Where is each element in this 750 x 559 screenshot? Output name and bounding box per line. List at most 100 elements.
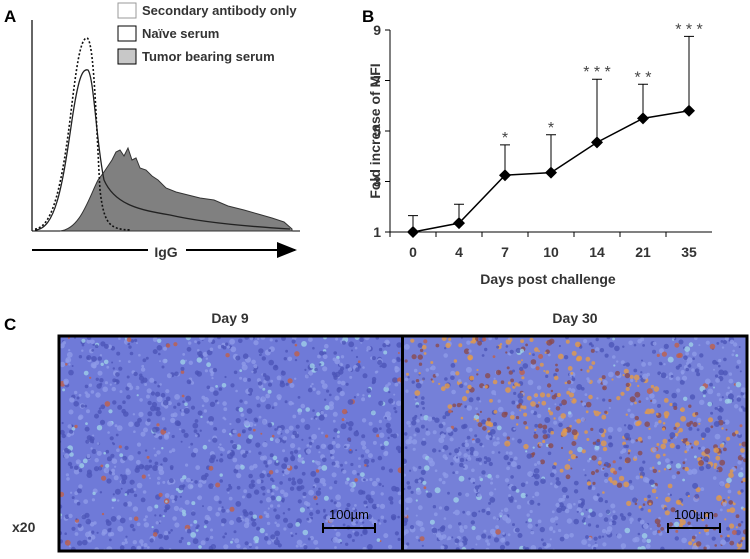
texture-dot <box>360 472 365 477</box>
texture-dot <box>617 427 622 432</box>
texture-dot <box>432 448 437 453</box>
texture-dot <box>66 477 70 481</box>
texture-dot <box>187 483 194 490</box>
texture-dot <box>141 546 144 550</box>
texture-dot <box>652 468 657 474</box>
texture-dot <box>160 463 163 466</box>
texture-dot <box>199 479 202 483</box>
texture-dot <box>641 538 647 543</box>
texture-dot <box>656 353 660 357</box>
y-tick-label: 1 <box>373 224 381 240</box>
texture-dot <box>361 397 366 402</box>
texture-dot <box>546 339 553 346</box>
texture-dot <box>636 420 642 426</box>
texture-dot <box>581 539 587 545</box>
texture-dot <box>703 546 707 550</box>
texture-dot <box>471 511 478 518</box>
texture-dot <box>68 513 73 519</box>
texture-dot <box>646 538 651 544</box>
texture-dot <box>520 405 524 409</box>
texture-dot <box>85 422 88 425</box>
texture-dot <box>584 430 588 434</box>
texture-dot <box>530 530 535 535</box>
texture-dot <box>377 519 380 522</box>
texture-dot <box>713 421 720 427</box>
texture-dot <box>328 404 334 411</box>
texture-dot <box>742 407 746 412</box>
texture-dot <box>270 477 274 481</box>
texture-dot <box>523 421 527 425</box>
texture-dot <box>246 493 252 499</box>
texture-dot <box>576 356 581 362</box>
texture-dot <box>140 380 144 384</box>
texture-dot <box>674 342 680 348</box>
texture-dot <box>516 504 522 510</box>
texture-dot <box>261 356 266 361</box>
texture-dot <box>667 483 673 489</box>
texture-dot <box>608 341 615 348</box>
texture-dot <box>190 381 195 385</box>
texture-dot <box>598 512 603 518</box>
texture-dot <box>94 547 100 550</box>
texture-dot <box>600 440 607 447</box>
texture-dot <box>726 508 731 513</box>
texture-dot <box>469 451 475 456</box>
panel-label: C <box>4 315 16 334</box>
texture-dot <box>696 372 701 377</box>
texture-dot <box>397 467 401 474</box>
texture-dot <box>376 434 380 438</box>
texture-dot <box>420 401 425 405</box>
texture-dot <box>598 497 604 503</box>
texture-dot <box>358 457 361 460</box>
texture-dot <box>114 465 117 468</box>
texture-dot <box>740 539 743 543</box>
texture-dot <box>729 507 736 513</box>
texture-dot <box>712 359 717 365</box>
texture-dot <box>731 530 737 535</box>
texture-dot <box>705 531 710 536</box>
texture-dot <box>419 348 424 353</box>
texture-dot <box>396 342 401 348</box>
texture-dot <box>142 358 147 363</box>
texture-dot <box>591 361 596 365</box>
texture-dot <box>438 437 445 444</box>
texture-dot <box>91 449 97 454</box>
texture-dot <box>607 426 614 433</box>
texture-dot <box>209 386 215 392</box>
texture-dot <box>593 410 596 413</box>
texture-dot <box>287 356 293 362</box>
texture-dot <box>91 498 95 502</box>
texture-dot <box>229 520 235 526</box>
texture-dot <box>722 502 727 507</box>
texture-dot <box>230 540 233 544</box>
texture-dot <box>676 471 680 475</box>
texture-dot <box>507 381 511 385</box>
texture-dot <box>157 476 161 480</box>
texture-dot <box>519 409 522 412</box>
texture-dot <box>163 434 170 440</box>
texture-dot <box>262 387 266 391</box>
texture-dot <box>529 509 533 514</box>
texture-dot <box>242 430 245 434</box>
texture-dot <box>253 340 259 346</box>
texture-dot <box>347 533 352 539</box>
texture-dot <box>510 414 515 420</box>
texture-dot <box>667 356 674 363</box>
texture-dot <box>301 438 304 441</box>
texture-dot <box>540 478 546 485</box>
texture-dot <box>309 385 313 388</box>
texture-dot <box>570 372 574 375</box>
texture-dot <box>510 475 514 479</box>
legend-swatch <box>117 25 137 42</box>
texture-dot <box>546 543 552 548</box>
texture-dot <box>305 448 312 454</box>
texture-dot <box>236 485 241 490</box>
texture-dot <box>601 414 607 420</box>
texture-dot <box>685 441 690 446</box>
texture-dot <box>570 454 577 460</box>
texture-dot <box>383 386 390 393</box>
texture-dot <box>206 420 210 424</box>
texture-dot <box>350 487 355 493</box>
texture-dot <box>286 465 291 469</box>
texture-dot <box>321 383 328 389</box>
